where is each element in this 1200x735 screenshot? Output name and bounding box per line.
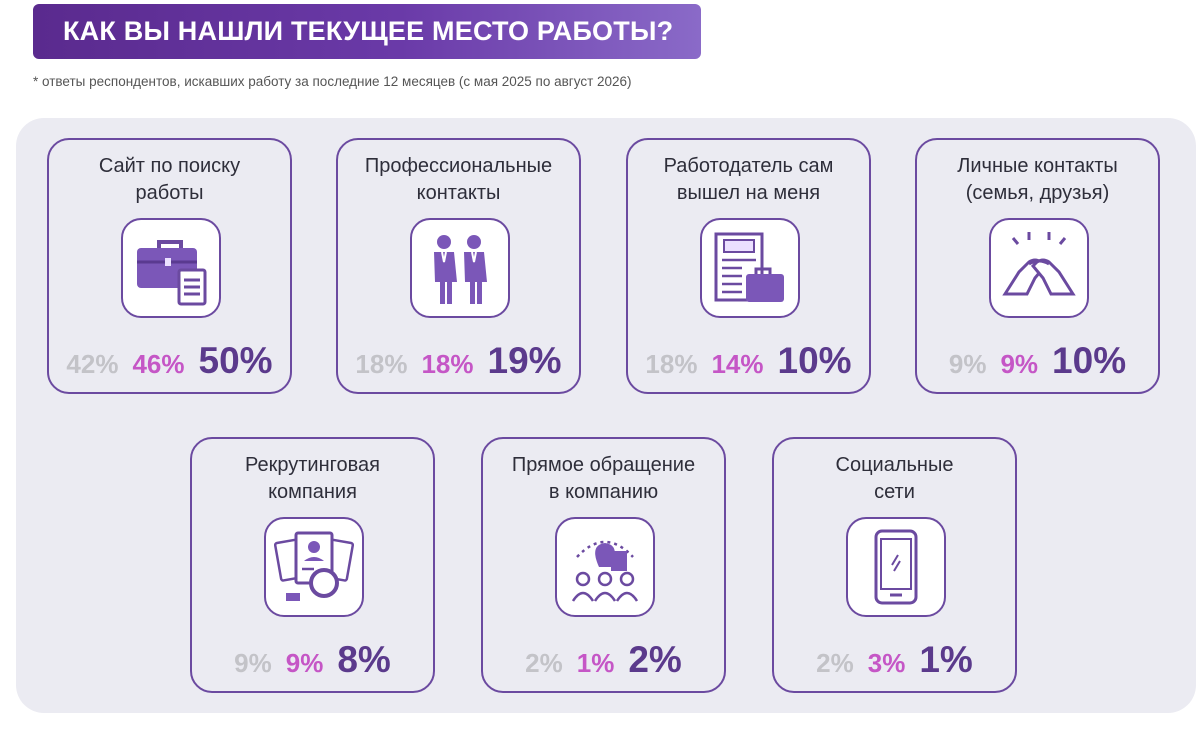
briefcase-document-icon	[121, 218, 221, 318]
percent-second: 1%	[576, 648, 615, 678]
percent-row: 42% 46% 50%	[49, 340, 290, 382]
card-title: Рекрутинговая компания	[245, 454, 380, 503]
percent-third: 8%	[337, 639, 391, 680]
business-people-icon	[410, 218, 510, 318]
card-title: Профессиональные контакты	[364, 155, 553, 204]
percent-row: 9% 9% 8%	[192, 639, 433, 681]
percent-first: 42%	[66, 349, 119, 379]
percent-row: 9% 9% 10%	[917, 340, 1158, 382]
card-title: Социальные сети	[835, 454, 954, 503]
resume-magnifier-icon	[264, 517, 364, 617]
cards-panel: Сайт по поиску работы 42% 46% 50% Профес…	[16, 118, 1196, 713]
percent-third: 50%	[198, 340, 273, 381]
percent-third: 10%	[777, 340, 852, 381]
percent-row: 2% 3% 1%	[774, 639, 1015, 681]
footnote: * ответы респондентов, искавших работу з…	[33, 74, 632, 89]
card-title: Сайт по поиску работы	[98, 155, 241, 204]
office-people-icon	[555, 517, 655, 617]
card-job-site: Сайт по поиску работы 42% 46% 50%	[47, 138, 292, 394]
percent-third: 1%	[919, 639, 973, 680]
card-direct-application: Прямое обращение в компанию 2% 1% 2%	[481, 437, 726, 693]
card-title: Работодатель сам вышел на меня	[663, 155, 834, 204]
percent-row: 2% 1% 2%	[483, 639, 724, 681]
card-title: Личные контакты (семья, друзья)	[957, 155, 1118, 204]
percent-third: 2%	[628, 639, 682, 680]
percent-second: 9%	[1000, 349, 1039, 379]
job-newspaper-icon	[700, 218, 800, 318]
percent-third: 19%	[487, 340, 562, 381]
handshake-icon	[989, 218, 1089, 318]
card-professional-contacts: Профессиональные контакты 18% 18% 19%	[336, 138, 581, 394]
percent-first: 2%	[816, 648, 854, 678]
percent-row: 18% 14% 10%	[628, 340, 869, 382]
percent-first: 18%	[645, 349, 698, 379]
card-title: Прямое обращение в компанию	[511, 454, 696, 503]
percent-third: 10%	[1052, 340, 1127, 381]
percent-second: 14%	[711, 349, 764, 379]
percent-first: 9%	[234, 648, 272, 678]
percent-first: 2%	[525, 648, 563, 678]
smartphone-icon	[846, 517, 946, 617]
percent-second: 9%	[285, 648, 324, 678]
percent-second: 3%	[867, 648, 906, 678]
percent-second: 18%	[421, 349, 474, 379]
page-title: КАК ВЫ НАШЛИ ТЕКУЩЕЕ МЕСТО РАБОТЫ?	[33, 4, 701, 59]
percent-first: 18%	[355, 349, 408, 379]
card-employer-reached-out: Работодатель сам вышел на меня 18% 14% 1…	[626, 138, 871, 394]
percent-first: 9%	[948, 349, 987, 379]
card-personal-contacts: Личные контакты (семья, друзья) 9% 9% 10…	[915, 138, 1160, 394]
card-recruiting-company: Рекрутинговая компания 9% 9% 8%	[190, 437, 435, 693]
percent-second: 46%	[132, 349, 185, 379]
card-social-networks: Социальные сети 2% 3% 1%	[772, 437, 1017, 693]
percent-row: 18% 18% 19%	[338, 340, 579, 382]
